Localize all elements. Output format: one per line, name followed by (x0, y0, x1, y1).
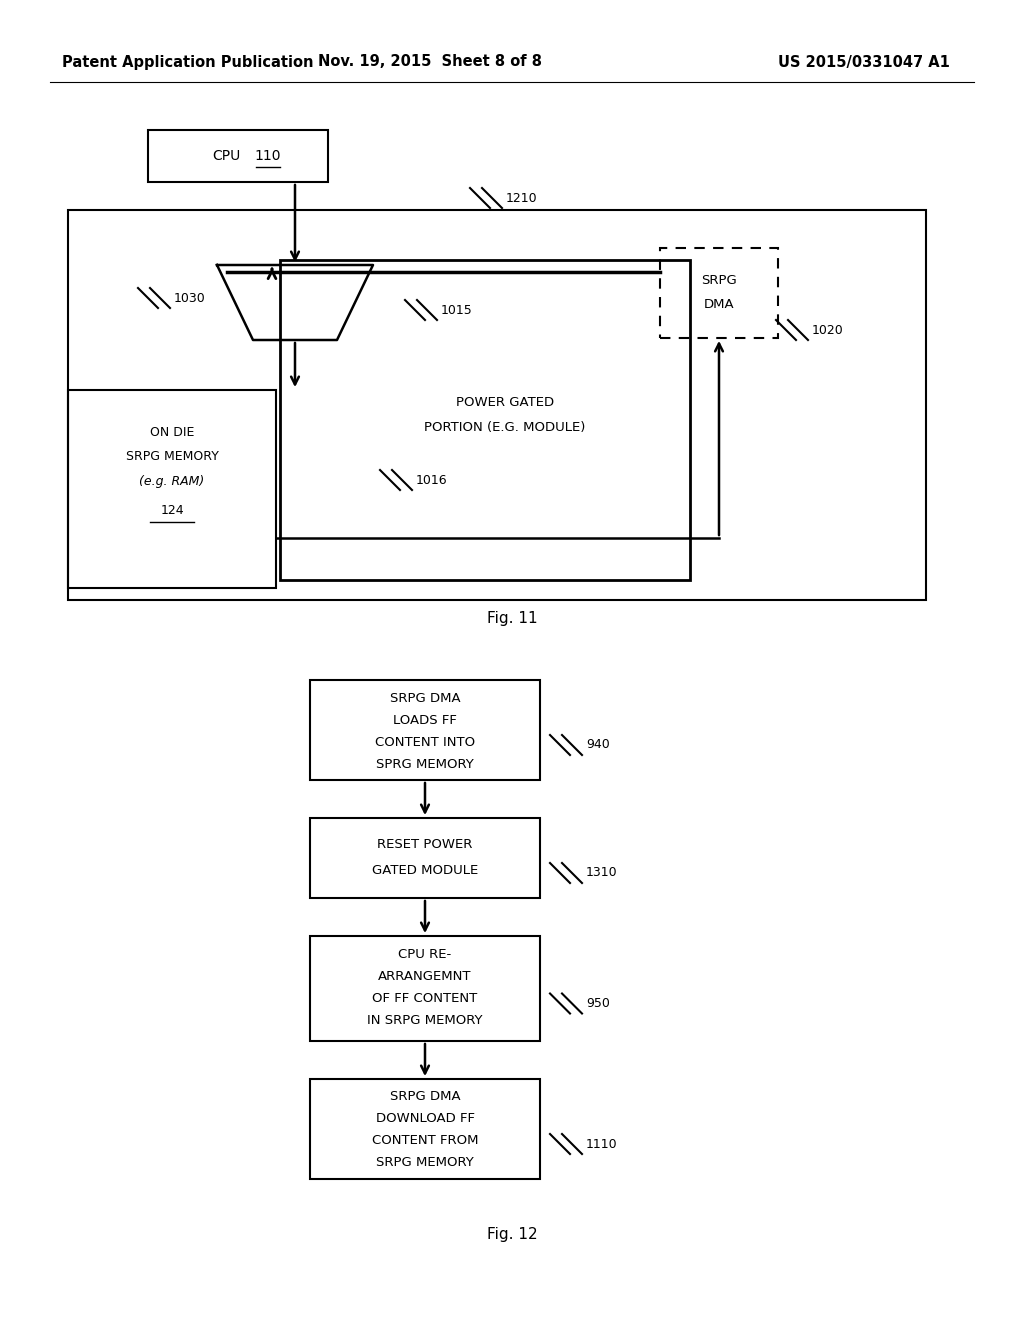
Text: SRPG MEMORY: SRPG MEMORY (376, 1156, 474, 1170)
Text: SRPG: SRPG (701, 275, 737, 288)
Text: Patent Application Publication: Patent Application Publication (62, 54, 313, 70)
Text: (e.g. RAM): (e.g. RAM) (139, 475, 205, 488)
Bar (310, 680, 540, 780)
Text: LOADS FF: LOADS FF (393, 714, 457, 726)
Bar (660, 248, 778, 338)
Bar (148, 129, 328, 182)
Text: Fig. 11: Fig. 11 (486, 610, 538, 626)
Text: PORTION (E.G. MODULE): PORTION (E.G. MODULE) (424, 421, 586, 434)
Text: 110: 110 (255, 149, 282, 162)
Text: SRPG DMA: SRPG DMA (390, 692, 461, 705)
Text: 124: 124 (160, 503, 184, 516)
Text: Fig. 12: Fig. 12 (486, 1226, 538, 1242)
Text: OF FF CONTENT: OF FF CONTENT (373, 991, 477, 1005)
Text: 1310: 1310 (586, 866, 617, 879)
Text: 1020: 1020 (812, 323, 844, 337)
Text: CONTENT INTO: CONTENT INTO (375, 735, 475, 748)
Text: SRPG DMA: SRPG DMA (390, 1090, 461, 1104)
Text: 1016: 1016 (416, 474, 447, 487)
Text: 940: 940 (586, 738, 609, 751)
Text: RESET POWER: RESET POWER (377, 837, 473, 850)
Bar (310, 818, 540, 898)
Text: DOWNLOAD FF: DOWNLOAD FF (376, 1113, 474, 1126)
Text: ARRANGEMNT: ARRANGEMNT (378, 969, 472, 982)
Bar (310, 1078, 540, 1179)
Bar (280, 260, 690, 579)
Text: 1015: 1015 (441, 304, 473, 317)
Text: GATED MODULE: GATED MODULE (372, 863, 478, 876)
Text: CPU RE-: CPU RE- (398, 948, 452, 961)
Bar (68, 389, 276, 587)
Text: SPRG MEMORY: SPRG MEMORY (376, 758, 474, 771)
Text: CONTENT FROM: CONTENT FROM (372, 1134, 478, 1147)
Bar (310, 936, 540, 1041)
Text: Nov. 19, 2015  Sheet 8 of 8: Nov. 19, 2015 Sheet 8 of 8 (318, 54, 542, 70)
Text: ON DIE: ON DIE (150, 425, 195, 438)
Text: 1210: 1210 (506, 191, 538, 205)
Text: DMA: DMA (703, 298, 734, 312)
Text: POWER GATED: POWER GATED (456, 396, 554, 408)
Text: US 2015/0331047 A1: US 2015/0331047 A1 (778, 54, 950, 70)
Text: IN SRPG MEMORY: IN SRPG MEMORY (368, 1014, 482, 1027)
Bar (68, 210, 926, 601)
Text: 950: 950 (586, 997, 610, 1010)
Text: 1110: 1110 (586, 1138, 617, 1151)
Text: CPU: CPU (212, 149, 240, 162)
Text: SRPG MEMORY: SRPG MEMORY (126, 450, 218, 463)
Text: 1030: 1030 (174, 292, 206, 305)
